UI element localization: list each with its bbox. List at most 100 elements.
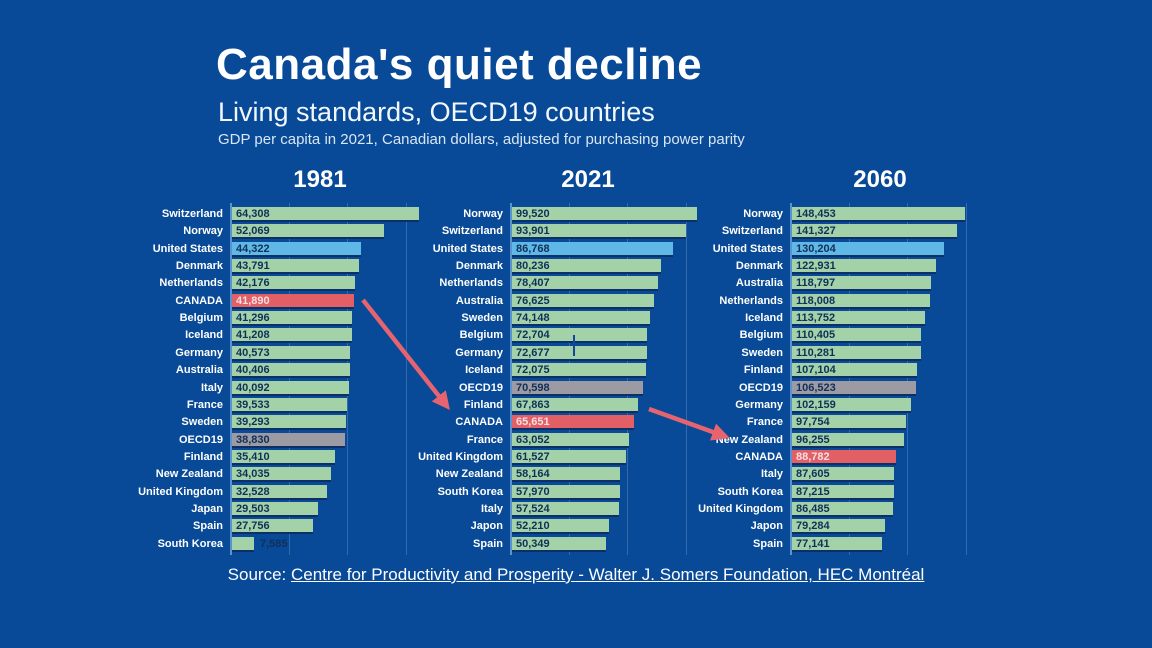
bar [232, 224, 384, 240]
bar-row: Italy 87,605 [670, 467, 985, 483]
bar [512, 363, 646, 379]
bar [232, 519, 313, 535]
bar [792, 311, 925, 327]
country-label: Australia [175, 364, 223, 377]
bar-value: 72,704 [516, 329, 550, 342]
bar-row: United States 86,768 [390, 241, 705, 257]
bar-row: Iceland 72,075 [390, 363, 705, 379]
bar-row: South Korea 7,585 [110, 536, 425, 552]
chart-panel: Switzerland 64,308 Norway 52,069 United Stat… [110, 203, 425, 555]
bar [512, 536, 606, 552]
bar-row: OECD19 38,830 [110, 432, 425, 448]
country-label: Japon [750, 520, 783, 533]
bar-value: 64,308 [236, 208, 270, 220]
bar-row: New Zealand 58,164 [390, 467, 705, 483]
country-label: Italy [760, 468, 783, 481]
gridline [568, 203, 570, 555]
bar-row: Denmark 43,791 [110, 259, 425, 275]
bar-value: 40,573 [236, 346, 270, 359]
bar [512, 432, 629, 448]
bar-value: 44,322 [236, 242, 270, 255]
country-label: South Korea [157, 537, 223, 550]
bar [232, 363, 350, 379]
chart-year-header: 1981 [293, 166, 347, 193]
bar-row: France 39,533 [110, 397, 425, 413]
country-label: New Zealand [435, 468, 503, 481]
country-label: South Korea [717, 485, 783, 498]
bar-row: CANADA 41,890 [110, 293, 425, 309]
bar [792, 397, 911, 413]
bar-row: Australia 118,797 [670, 276, 985, 292]
bar-row: Sweden 39,293 [110, 415, 425, 431]
country-label: Finland [463, 398, 503, 411]
country-label: Switzerland [441, 225, 503, 238]
country-label: Italy [200, 381, 223, 394]
bar [232, 449, 335, 465]
bar-row: United States 130,204 [670, 241, 985, 257]
bar-row: Norway 52,069 [110, 224, 425, 240]
country-label: New Zealand [155, 468, 223, 481]
bar-row: Australia 76,625 [390, 293, 705, 309]
bar-value: 122,931 [796, 260, 836, 273]
bar [792, 536, 882, 552]
country-label: United States [712, 242, 783, 255]
bar-row: New Zealand 34,035 [110, 467, 425, 483]
bar-row: United Kingdom 86,485 [670, 501, 985, 517]
bar [512, 519, 609, 535]
bar [792, 328, 921, 344]
country-label: Denmark [175, 260, 223, 273]
chart-year-header: 2021 [561, 166, 615, 193]
bar-value: 80,236 [516, 260, 550, 273]
country-label: France [186, 398, 223, 411]
bar [792, 241, 944, 257]
bar-row: Australia 40,406 [110, 363, 425, 379]
bar-row: Switzerland 141,327 [670, 224, 985, 240]
bar-value: 61,527 [516, 450, 550, 463]
bar-value: 99,520 [516, 208, 550, 220]
bar-value: 148,453 [796, 208, 836, 220]
source-line: Source: Centre for Productivity and Pros… [0, 565, 1152, 585]
country-label: Finland [743, 364, 783, 377]
bar-row: Italy 40,092 [110, 380, 425, 396]
bar-value: 87,605 [796, 468, 830, 481]
bar-value: 97,754 [796, 416, 830, 429]
bar [792, 224, 957, 240]
bar-value: 141,327 [796, 225, 836, 238]
country-label: Spain [753, 537, 783, 550]
bar-value: 86,485 [796, 502, 830, 515]
bar-value: 78,407 [516, 277, 550, 290]
bar-row: United Kingdom 61,527 [390, 449, 705, 465]
bar-row: Finland 107,104 [670, 363, 985, 379]
bar-value: 79,284 [796, 520, 830, 533]
bar [232, 380, 349, 396]
bar-row: Japan 29,503 [110, 501, 425, 517]
bar [512, 241, 673, 257]
bar-value: 118,797 [796, 277, 836, 290]
bar-value: 93,901 [516, 225, 550, 238]
bar-value: 40,092 [236, 381, 270, 394]
bar-value: 76,625 [516, 294, 550, 307]
bar-value: 34,035 [236, 468, 270, 481]
bar [232, 328, 352, 344]
country-label: Germany [175, 346, 223, 359]
bar [792, 207, 965, 222]
bar [512, 328, 647, 344]
bar-value: 35,410 [236, 450, 270, 463]
bar-row: Finland 67,863 [390, 397, 705, 413]
gridline [347, 203, 348, 555]
bar [512, 311, 650, 327]
bar [792, 276, 931, 292]
bar-value: 67,863 [516, 398, 550, 411]
bar [232, 345, 350, 361]
source-link[interactable]: Centre for Productivity and Prosperity -… [290, 565, 925, 584]
country-label: Norway [743, 208, 783, 220]
country-label: CANADA [455, 416, 503, 429]
bar-value: 41,296 [236, 312, 270, 325]
bar [232, 276, 355, 292]
chart-panel: Norway 99,520 Switzerland 93,901 United Stat… [390, 203, 705, 555]
chart-panel: Norway 148,453 Switzerland 141,327 United St… [670, 203, 985, 555]
bar-row: CANADA 65,651 [390, 415, 705, 431]
bar-value: 86,768 [516, 242, 550, 255]
country-label: Denmark [735, 260, 783, 273]
